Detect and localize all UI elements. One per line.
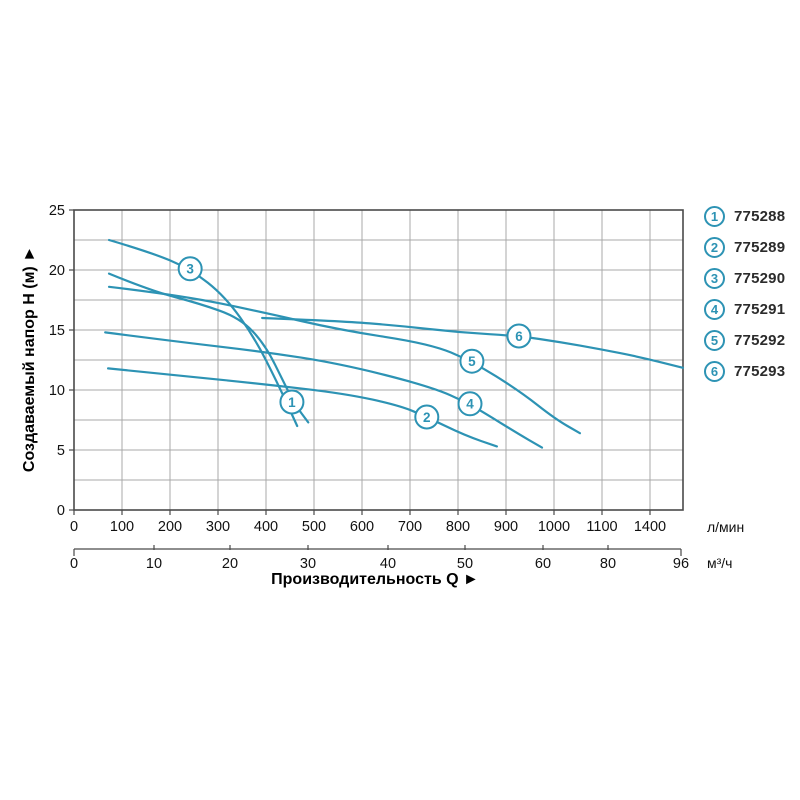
curve-label-number-6: 6 — [515, 329, 523, 344]
curve-775290 — [107, 238, 299, 428]
legend-item: 3 775290 — [704, 267, 785, 289]
legend: 1 775288 2 775289 3 775290 4 775291 5 77… — [704, 205, 785, 391]
x-tick-label-lmin: 900 — [494, 519, 518, 535]
curve-label-badge-1 — [279, 389, 305, 415]
curve-label-badge-5 — [459, 348, 485, 374]
curve-label-number-5: 5 — [468, 354, 476, 369]
plot-border — [73, 209, 684, 511]
curve-label-badge-3 — [177, 256, 203, 282]
x-tick-label-lmin: 400 — [254, 519, 278, 535]
curve-775289 — [106, 367, 498, 448]
legend-series-badge: 3 — [704, 267, 725, 289]
legend-series-code: 775293 — [734, 362, 786, 380]
legend-item: 6 775293 — [704, 360, 785, 382]
x-tick-label-lmin: 1100 — [586, 519, 617, 535]
legend-item: 1 775288 — [704, 205, 785, 227]
legend-series-badge: 1 — [704, 205, 725, 227]
x-tick-label-lmin: 100 — [110, 519, 134, 535]
x-tick-label-m3h: 20 — [222, 556, 238, 572]
x-tick-label-lmin: 800 — [446, 519, 470, 535]
legend-series-badge: 6 — [704, 360, 725, 382]
curve-label-badge-6 — [506, 323, 532, 349]
y-tick-label: 20 — [49, 263, 65, 279]
y-axis-title: Создаваемый напор H (м) ► — [21, 245, 38, 473]
x-tick-label-m3h: 10 — [146, 556, 162, 572]
legend-series-code: 775292 — [734, 331, 786, 349]
legend-series-code: 775291 — [734, 300, 786, 318]
x-tick-label-lmin: 1000 — [538, 519, 570, 535]
x-tick-label-lmin: 0 — [70, 519, 78, 535]
x-tick-label-lmin: 300 — [206, 519, 230, 535]
x-tick-label-lmin: 200 — [158, 519, 182, 535]
curve-label-number-2: 2 — [423, 410, 431, 425]
legend-series-code: 775290 — [734, 269, 786, 287]
x-tick-label-lmin: 700 — [398, 519, 422, 535]
legend-series-code: 775289 — [734, 238, 786, 256]
x-tick-label-lmin: 500 — [302, 519, 326, 535]
x-tick-label-m3h: 60 — [535, 556, 551, 572]
x-unit-lmin: л/мин — [707, 519, 744, 535]
legend-series-code: 775288 — [734, 207, 786, 225]
x-tick-label-m3h: 50 — [457, 556, 473, 572]
curve-label-number-3: 3 — [186, 262, 194, 277]
y-tick-label: 0 — [57, 503, 65, 519]
legend-series-badge: 4 — [704, 298, 725, 320]
x-tick-label-m3h: 80 — [600, 556, 616, 572]
x-axis-title: Производительность Q ► — [271, 571, 479, 588]
x-unit-m3h: м³/ч — [707, 555, 732, 571]
curve-775292 — [107, 285, 582, 435]
curve-label-number-4: 4 — [466, 397, 474, 412]
curve-label-badge-4 — [457, 391, 483, 417]
legend-item: 4 775291 — [704, 298, 785, 320]
curve-label-number-1: 1 — [288, 395, 296, 410]
x-tick-label-m3h: 0 — [70, 556, 78, 572]
x-tick-label-m3h: 40 — [380, 556, 396, 572]
curve-label-badge-2 — [414, 404, 440, 430]
x-tick-label-lmin: 1400 — [634, 519, 666, 535]
y-tick-label: 15 — [49, 323, 65, 339]
legend-item: 2 775289 — [704, 236, 785, 258]
y-tick-label: 10 — [49, 383, 65, 399]
legend-item: 5 775292 — [704, 329, 785, 351]
x-tick-label-lmin: 600 — [350, 519, 374, 535]
curve-775288 — [107, 272, 310, 424]
legend-series-badge: 2 — [704, 236, 725, 258]
x-tick-label-m3h: 30 — [300, 556, 316, 572]
curve-775291 — [104, 331, 544, 449]
y-tick-label: 5 — [57, 443, 65, 459]
legend-series-badge: 5 — [704, 329, 725, 351]
x-tick-label-m3h: 96 — [673, 556, 689, 572]
y-tick-label: 25 — [49, 203, 65, 219]
